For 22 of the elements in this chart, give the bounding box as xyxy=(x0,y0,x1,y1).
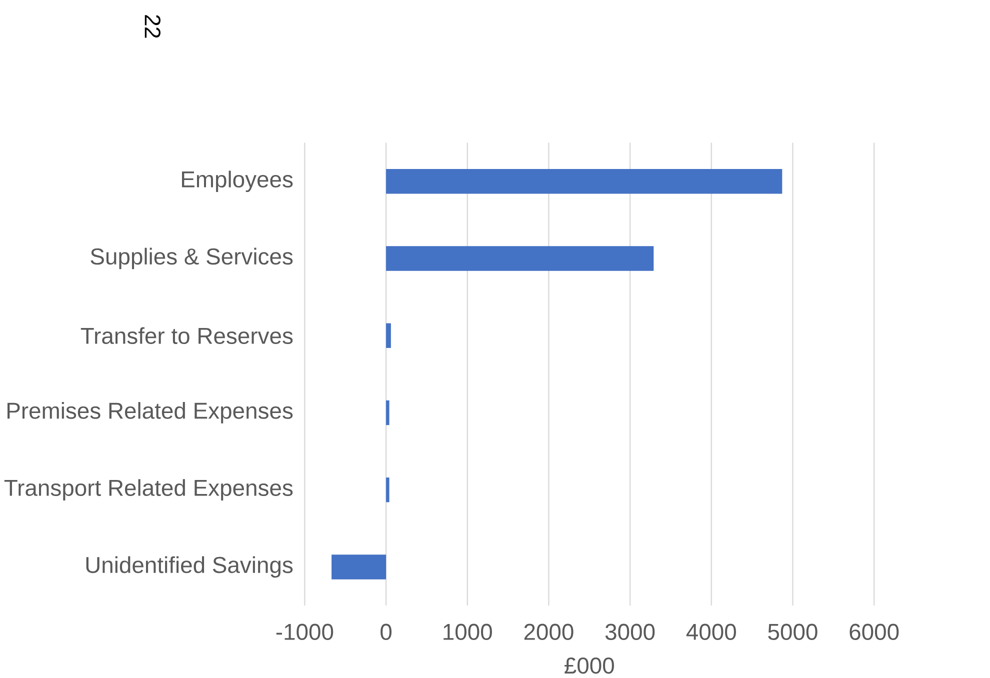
y-tick-label: Supplies & Services xyxy=(90,248,293,270)
bar xyxy=(386,323,391,348)
x-tick-label: 2000 xyxy=(524,624,574,640)
x-tick-label: 1000 xyxy=(444,624,492,640)
y-tick-label: Transfer to Reserves xyxy=(80,327,293,344)
bar xyxy=(386,400,390,426)
x-tick-label: 3000 xyxy=(605,624,655,640)
y-tick-label: Transport Related Expenses xyxy=(4,479,293,501)
x-tick-label: 4000 xyxy=(686,624,736,640)
y-tick-label: Premises Related Expenses xyxy=(8,402,293,424)
bar xyxy=(332,554,386,580)
y-tick-label: Employees xyxy=(182,170,293,192)
x-tick-label: 6000 xyxy=(850,624,899,640)
x-tick-label: -1000 xyxy=(276,624,334,640)
y-tick-label: Unidentified Savings xyxy=(86,556,293,578)
x-tick-label: 5000 xyxy=(768,624,818,640)
text: 22 xyxy=(144,15,160,38)
bar xyxy=(386,169,782,194)
x-tick-label: 0 xyxy=(380,624,392,640)
bar xyxy=(386,246,654,272)
bar xyxy=(386,478,390,502)
x-axis-title: £000 xyxy=(564,658,614,674)
